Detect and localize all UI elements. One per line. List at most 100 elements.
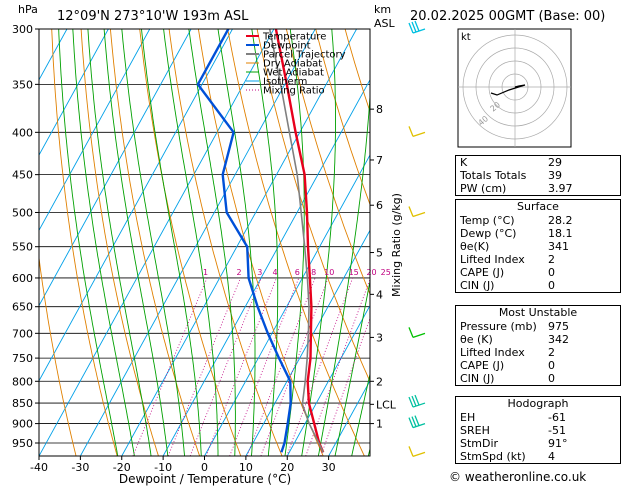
row-key: θe (K) xyxy=(460,333,493,346)
wet-adiabat-line xyxy=(87,29,152,456)
km-unit-label: km xyxy=(374,3,391,16)
pressure-tick-label: 350 xyxy=(12,78,33,91)
km-tick-label: 6 xyxy=(376,199,383,212)
km-tick-label: 5 xyxy=(376,247,383,260)
table-row: SREH -51 xyxy=(456,424,620,437)
row-key: StmDir xyxy=(460,437,499,450)
pressure-tick-label: 600 xyxy=(12,272,33,285)
hodograph-unit-label: kt xyxy=(461,32,471,43)
wet-adiabat-line xyxy=(284,29,305,456)
hpa-unit-label: hPa xyxy=(18,3,38,16)
table-row: CAPE (J) 0 xyxy=(456,266,620,279)
table-row: EH -61 xyxy=(456,411,620,424)
wet-adiabat-line xyxy=(301,29,336,456)
temp-tick-label: -20 xyxy=(113,461,131,474)
temp-tick-label: -30 xyxy=(71,461,89,474)
row-value: 18.1 xyxy=(548,227,573,240)
dry-adiabat-line xyxy=(39,254,77,456)
row-key: Totals Totals xyxy=(460,169,527,182)
location-title: 12°09'N 273°10'W 193m ASL xyxy=(57,9,249,24)
table-row: PW (cm) 3.97 xyxy=(456,182,620,195)
isotherm-line xyxy=(245,229,370,456)
isotherm-line xyxy=(39,29,68,81)
isotherm-line xyxy=(39,29,275,456)
wind-barb xyxy=(408,446,426,457)
row-key: StmSpd (kt) xyxy=(460,450,526,463)
row-value: -61 xyxy=(548,411,566,424)
table-row: Dewp (°C) 18.1 xyxy=(456,227,620,240)
row-value: 4 xyxy=(548,450,555,463)
km-tick-label: 4 xyxy=(376,288,383,301)
pressure-tick-label: 300 xyxy=(12,23,33,36)
wet-adiabat-line xyxy=(251,29,279,456)
dry-adiabat-line xyxy=(168,29,283,456)
mixing-ratio-label: 2 xyxy=(237,268,242,277)
table-row: CIN (J) 0 xyxy=(456,372,620,385)
row-key: θe(K) xyxy=(460,240,490,253)
row-key: CIN (J) xyxy=(460,372,495,385)
row-value: 91° xyxy=(548,437,568,450)
km-tick-label: 7 xyxy=(376,154,383,167)
wet-adiabat-line xyxy=(58,29,119,456)
row-value: 28.2 xyxy=(548,214,573,227)
wet-adiabat-line xyxy=(334,278,370,456)
wet-adiabat-line xyxy=(351,371,370,456)
pressure-tick-label: 800 xyxy=(12,375,33,388)
legend-entry: Parcel Trajectory xyxy=(263,50,346,61)
table-row: Temp (°C) 28.2 xyxy=(456,214,620,227)
pressure-tick-label: 500 xyxy=(12,206,33,219)
row-key: EH xyxy=(460,411,476,424)
wind-barb xyxy=(408,126,426,137)
isotherm-line xyxy=(39,29,109,157)
mixing-ratio-label: 4 xyxy=(273,268,278,277)
credit-text: © weatheronline.co.uk xyxy=(449,470,587,484)
temp-tick-label: 20 xyxy=(280,461,294,474)
table-row: Lifted Index 2 xyxy=(456,253,620,266)
temp-tick-label: 0 xyxy=(201,461,208,474)
table-row: Lifted Index 2 xyxy=(456,346,620,359)
temp-tick-label: 30 xyxy=(322,461,336,474)
mixing-ratio-axis-label: Mixing Ratio (g/kg) xyxy=(390,193,403,297)
mixing-ratio-label: 3 xyxy=(257,268,262,277)
row-key: SREH xyxy=(460,424,490,437)
legend-entry: Mixing Ratio xyxy=(263,86,325,97)
wind-barb xyxy=(408,20,426,34)
km-tick-label: 1 xyxy=(376,418,383,431)
legend-entry: Dry Adiabat xyxy=(263,59,322,70)
x-axis-label: Dewpoint / Temperature (°C) xyxy=(119,472,291,486)
mixing-ratio-label: 8 xyxy=(311,268,316,277)
wet-adiabat-line xyxy=(217,29,256,456)
km-tick-label: 2 xyxy=(376,375,383,388)
mixing-ratio-label: 25 xyxy=(381,268,391,277)
mixing-ratio-line xyxy=(305,278,370,456)
legend-entry: Isotherm xyxy=(263,77,307,88)
dry-adiabat-line xyxy=(139,29,242,456)
row-key: Pressure (mb) xyxy=(460,320,537,333)
pressure-tick-label: 850 xyxy=(12,397,33,410)
temp-tick-label: 10 xyxy=(239,461,253,474)
mixing-ratio-label: 6 xyxy=(295,268,300,277)
wet-adiabat-line xyxy=(317,90,370,456)
table-row: CAPE (J) 0 xyxy=(456,359,620,372)
row-value: 3.97 xyxy=(548,182,573,195)
table-row: Pressure (mb) 975 xyxy=(456,320,620,333)
isotherm-line xyxy=(286,304,370,456)
row-key: Temp (°C) xyxy=(460,214,515,227)
table-row: CIN (J) 0 xyxy=(456,279,620,292)
isotherm-line xyxy=(121,29,357,456)
wet-adiabat-line xyxy=(141,29,202,456)
wind-barb xyxy=(408,327,426,338)
wet-adiabat-line xyxy=(103,29,169,456)
wind-barb xyxy=(408,206,426,218)
row-value: 342 xyxy=(548,333,569,346)
pressure-tick-label: 700 xyxy=(12,327,33,340)
row-value: 975 xyxy=(548,320,569,333)
row-value: 0 xyxy=(548,266,555,279)
temp-tick-label: -10 xyxy=(154,461,172,474)
row-value: 0 xyxy=(548,279,555,292)
pressure-tick-label: 650 xyxy=(12,301,33,314)
profile-parcel-trajectory xyxy=(268,29,324,453)
table-row: Totals Totals 39 xyxy=(456,169,620,182)
